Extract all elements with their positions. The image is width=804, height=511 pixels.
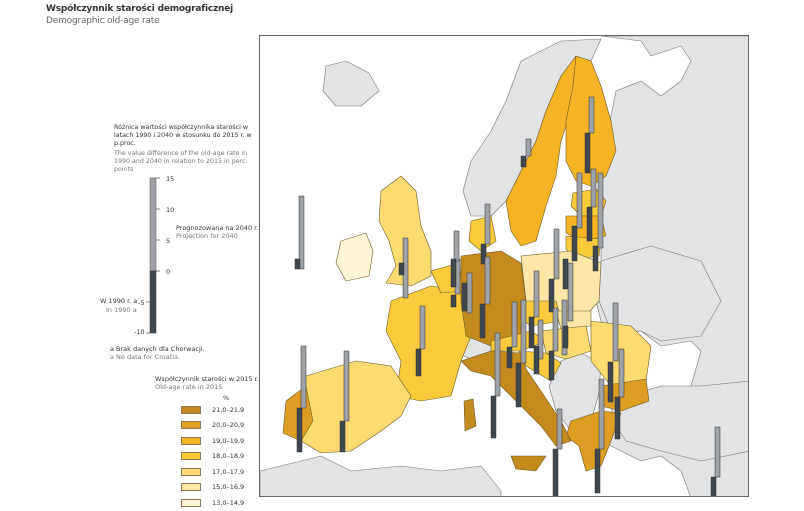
color-legend: 21,0–21,9 20,0–20,9 19,0–19,9 18,0–18,9 … [181,402,244,511]
legend-swatch [181,483,201,492]
legend-row: 17,0–17,9 [181,464,244,480]
unit-label: % [223,394,230,402]
legend-label: 21,0–21,9 [212,405,245,414]
legend-label: 17,0–17,9 [212,467,245,476]
legend-swatch [181,436,201,445]
tick-15: 15 [166,175,175,183]
color-legend-title: Współczynnik starości w 2015 r. [155,375,259,383]
page-title: Współczynnik starości demograficznej [46,4,234,14]
legend-label: 19,0–19,9 [212,436,245,445]
europe-map [259,35,749,497]
croatia-note: a Brak danych dla Chorwacji. [110,345,205,353]
legend-swatch [181,421,201,430]
tick-minus10: -10 [134,328,145,336]
legend-swatch [181,452,201,461]
croatia-note-en: a No data for Croatia. [110,353,181,361]
legend-row: 15,0–16,9 [181,480,244,496]
bar-legend-title: Różnica wartości współczynnika starości … [114,124,252,147]
tick-10: 10 [166,206,175,214]
legend-label: 18,0–18,9 [212,452,245,461]
tick-minus5: -5 [138,299,145,307]
legend-row: 21,0–21,9 [181,402,244,418]
legend-row: 19,0–19,9 [181,433,244,449]
legend-swatch [181,467,201,476]
legend-label: 20,0–20,9 [212,421,245,430]
tick-5: 5 [166,237,171,245]
legend-row: 18,0–18,9 [181,449,244,465]
legend-row: 13,0–14,9 [181,495,244,511]
legend-swatch [181,405,201,414]
tick-0: 0 [166,268,171,276]
scale-bar [146,177,160,334]
legend-label: 15,0–16,9 [212,483,245,492]
bar-legend-subtitle: The value difference of the old-age rate… [114,150,248,173]
projection-label: Prognozowana na 2040 r. [176,224,259,232]
year-1990-label: W 1990 r. a [100,297,138,305]
projection-sublabel: Projection for 2040 [176,232,238,240]
legend-row: 20,0–20,9 [181,418,244,434]
page-subtitle: Demographic old-age rate [46,16,160,26]
year-1990-sublabel: In 1990 a [106,306,137,314]
color-legend-subtitle: Old-age rate in 2015 [155,383,223,391]
